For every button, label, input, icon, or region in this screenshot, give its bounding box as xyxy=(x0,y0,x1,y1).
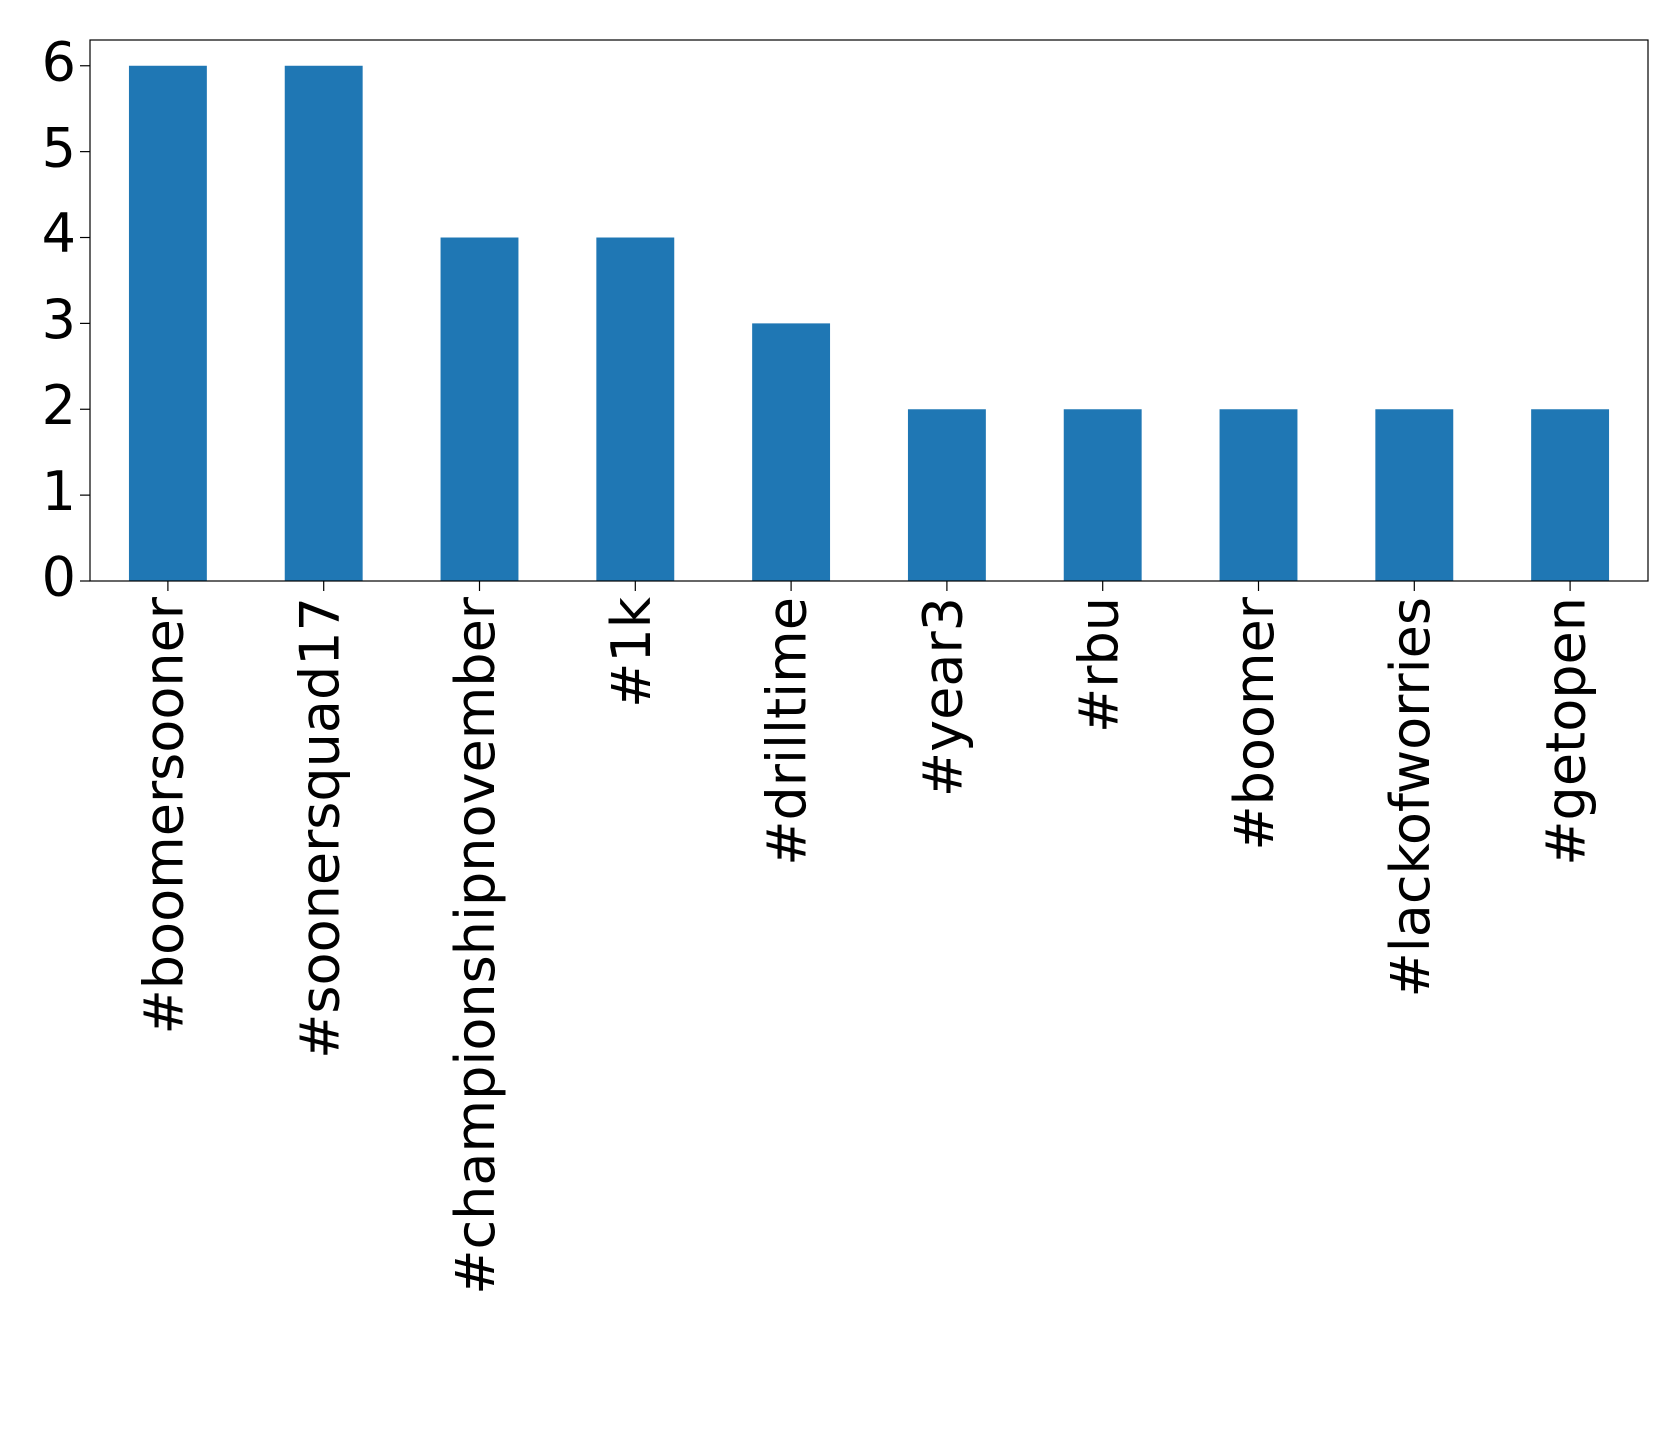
x-tick-label: #championshipnovember xyxy=(444,596,507,1295)
y-tick-label: 4 xyxy=(42,202,76,265)
bar xyxy=(440,237,519,581)
x-tick-label: #getopen xyxy=(1535,597,1598,866)
y-tick-label: 6 xyxy=(42,30,76,93)
bar xyxy=(1375,409,1454,581)
y-tick-label: 5 xyxy=(42,116,76,179)
x-tick-label: #drilltime xyxy=(756,597,819,866)
y-tick-label: 0 xyxy=(42,546,76,609)
x-tick-label: #boomer xyxy=(1223,596,1286,850)
x-tick-label: #soonersquad17 xyxy=(288,597,351,1059)
bar xyxy=(1219,409,1298,581)
y-tick-label: 1 xyxy=(42,460,76,523)
x-tick-label: #boomersooner xyxy=(133,596,196,1034)
bar xyxy=(284,65,363,581)
bar xyxy=(1531,409,1610,581)
bar xyxy=(752,323,831,581)
plot-frame xyxy=(89,39,1649,582)
bar xyxy=(596,237,675,581)
x-tick-label: #1k xyxy=(600,596,663,708)
x-tick-label: #rbu xyxy=(1067,597,1130,733)
y-tick-label: 2 xyxy=(42,374,76,437)
bar xyxy=(128,65,207,581)
bar xyxy=(1063,409,1142,581)
y-tick-label: 3 xyxy=(42,288,76,351)
bar xyxy=(907,409,986,581)
x-tick-label: #year3 xyxy=(912,597,975,797)
x-tick-label: #lackofworries xyxy=(1379,597,1442,998)
